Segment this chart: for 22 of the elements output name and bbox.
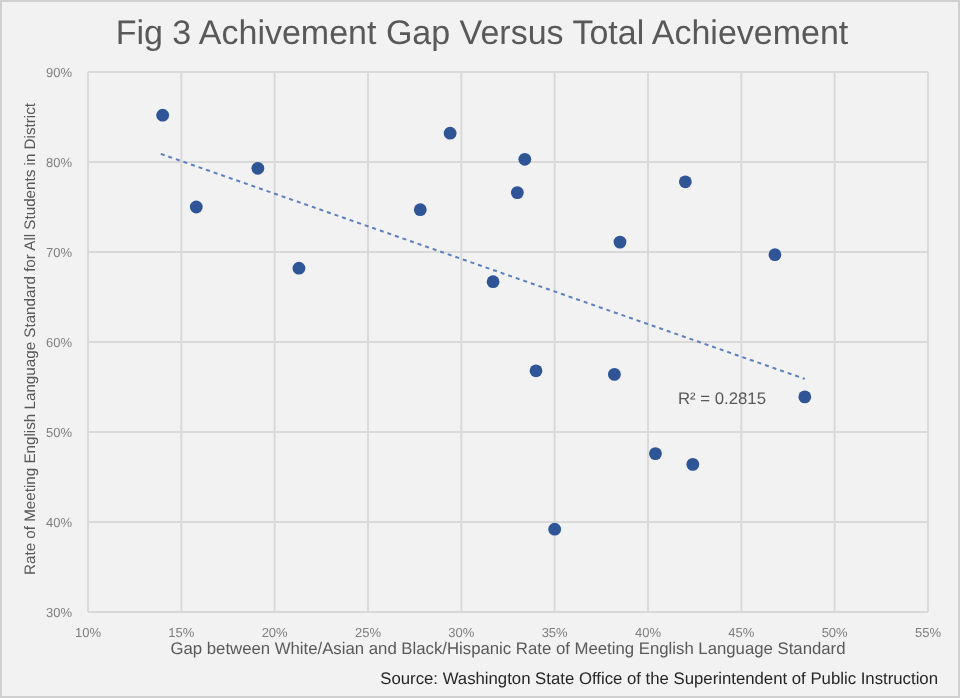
point [686,458,700,471]
point [678,175,692,189]
point [529,364,543,378]
chart-title: Fig 3 Achivement Gap Versus Total Achievement [113,14,851,54]
point [518,152,532,166]
point [413,203,427,217]
point [292,261,306,275]
point [251,161,265,175]
point [768,248,782,262]
x-axis-title: Gap between White/Asian and Black/Hispanic Rate of Meeting English Language Standard [168,638,848,658]
source-note: Source: Washington State Office of the Superintendent of Public Instruction [380,668,938,688]
point [608,368,621,381]
point [649,447,662,460]
point [189,200,203,214]
point [613,235,627,249]
annotation: R² = 0.2815 [676,388,768,408]
point [798,390,812,404]
point [486,275,500,289]
point [510,186,524,199]
point [443,126,457,140]
point [548,522,562,536]
point [156,108,170,122]
